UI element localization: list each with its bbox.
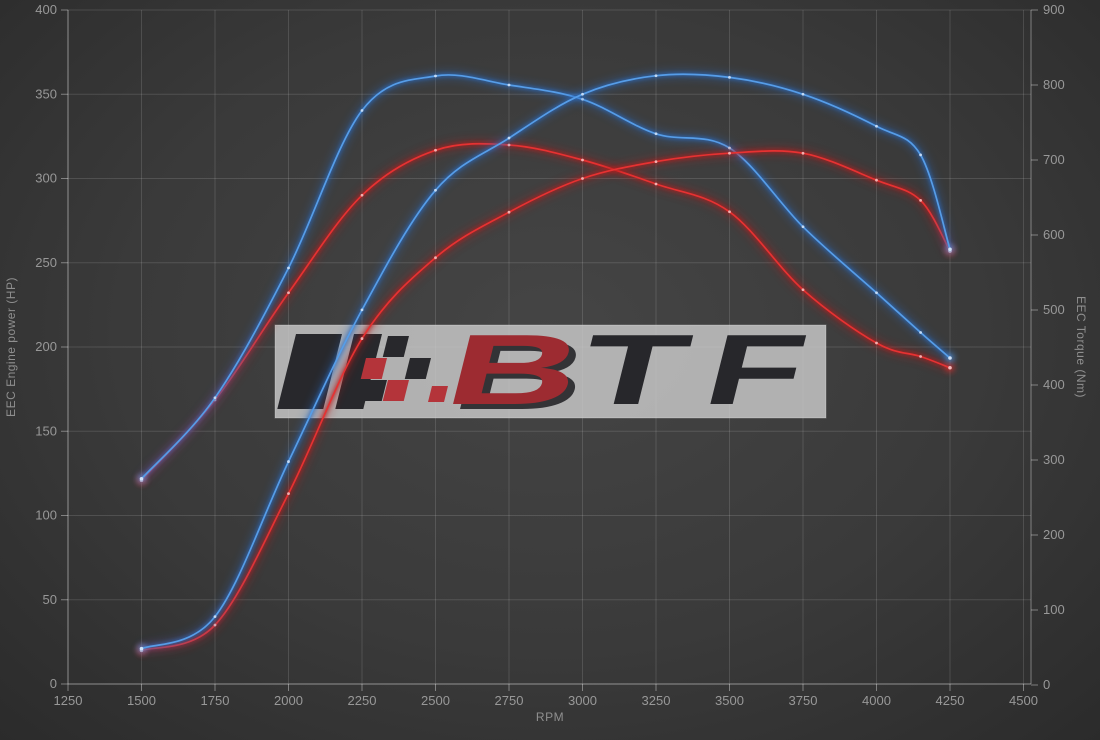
data-point-marker (919, 355, 922, 358)
x-tick-label: 1250 (54, 693, 83, 708)
left-tick-label: 350 (35, 86, 57, 101)
data-point-marker (507, 143, 511, 147)
right-tick-label: 0 (1043, 677, 1050, 692)
x-tick-label: 3000 (568, 693, 597, 708)
data-point-marker (654, 74, 658, 78)
watermark-shape (335, 334, 382, 409)
right-tick-label: 100 (1043, 602, 1065, 617)
data-point-marker (728, 76, 731, 79)
data-point-marker (919, 331, 922, 334)
data-point-marker (434, 188, 437, 192)
data-point-marker (434, 148, 437, 152)
x-tick-label: 3250 (642, 693, 671, 708)
data-point-marker (654, 160, 658, 164)
data-point-marker (728, 151, 731, 155)
x-tick-label: 4500 (1009, 693, 1038, 708)
left-tick-label: 0 (50, 676, 57, 691)
x-tick-label: 3750 (789, 693, 818, 708)
data-point-marker (654, 182, 658, 186)
right-tick-label: 600 (1043, 227, 1065, 242)
curve-endpoint (948, 247, 952, 252)
right-tick-label: 200 (1043, 527, 1065, 542)
dyno-curves (136, 69, 955, 656)
axis-lines (61, 9, 1038, 691)
data-point-marker (360, 193, 364, 197)
data-point-marker (801, 92, 805, 96)
left-tick-label: 100 (35, 508, 57, 523)
x-tick-label: 2250 (348, 693, 377, 708)
x-tick-label: 3500 (715, 693, 744, 708)
x-tick-label: 2000 (274, 693, 303, 708)
left-tick-label: 200 (35, 339, 57, 354)
x-tick-label: 1500 (127, 693, 156, 708)
x-tick-label: 4000 (862, 693, 891, 708)
data-point-marker (801, 288, 805, 292)
data-point-marker (287, 492, 290, 495)
x-tick-label: 1750 (201, 693, 230, 708)
watermark-shape (382, 336, 409, 357)
x-axis-title: RPM (536, 710, 564, 724)
data-point-marker (213, 396, 217, 400)
data-point-marker (287, 266, 290, 270)
data-point-marker (360, 109, 364, 112)
btf-watermark: B B T F (274, 314, 827, 431)
left-tick-label: 400 (35, 2, 57, 17)
tuned-torque-nm-curve (136, 70, 955, 484)
right-tick-label: 700 (1043, 152, 1065, 167)
left-tick-label: 150 (35, 423, 57, 438)
data-point-marker (581, 158, 584, 162)
data-point-marker (728, 210, 731, 214)
left-axis-title: EEC Engine power (HP) (4, 277, 18, 417)
data-point-marker (875, 341, 878, 345)
x-tick-label: 2500 (421, 693, 450, 708)
data-point-marker (287, 460, 290, 463)
data-point-marker (287, 291, 290, 295)
tuned-power-hp-curve (136, 69, 955, 654)
x-tick-label: 4250 (936, 693, 965, 708)
curve-endpoint (948, 356, 952, 360)
data-point-marker (875, 124, 878, 128)
right-tick-label: 300 (1043, 452, 1065, 467)
data-point-marker (801, 151, 805, 155)
watermark-shape (360, 380, 387, 401)
x-tick-label: 2750 (495, 693, 524, 708)
watermark-letter-b: B (436, 314, 594, 426)
original-torque-nm-curve (136, 139, 955, 486)
watermark-shape (382, 380, 409, 401)
right-axis-title: EEC Torque (Nm) (1074, 296, 1088, 398)
left-tick-label: 50 (43, 592, 57, 607)
data-point-marker (507, 83, 511, 87)
watermark-shape (360, 358, 387, 379)
data-point-marker (581, 92, 584, 96)
data-point-marker (507, 136, 511, 140)
right-tick-label: 500 (1043, 302, 1065, 317)
data-point-marker (434, 74, 437, 78)
data-point-marker (919, 199, 922, 202)
tick-labels: 0501001502002503003504000100200300400500… (35, 2, 1064, 708)
right-tick-label: 800 (1043, 77, 1065, 92)
data-point-marker (213, 615, 217, 618)
curve-endpoint (139, 476, 144, 481)
data-point-marker (875, 178, 878, 182)
data-point-marker (360, 337, 364, 340)
data-point-marker (654, 132, 658, 136)
data-point-marker (801, 225, 805, 229)
right-tick-label: 900 (1043, 2, 1065, 17)
curve-endpoint (948, 365, 952, 370)
data-point-marker (434, 256, 437, 260)
right-tick-label: 400 (1043, 377, 1065, 392)
curve-endpoint (139, 646, 144, 651)
left-tick-label: 300 (35, 171, 57, 186)
data-point-marker (360, 308, 364, 312)
data-point-marker (581, 177, 584, 180)
left-tick-label: 250 (35, 255, 57, 270)
data-point-marker (919, 153, 922, 157)
watermark-shape (404, 358, 431, 379)
data-point-marker (875, 291, 878, 295)
data-point-marker (507, 210, 511, 214)
watermark-letter-b-shadow: B (443, 319, 601, 431)
watermark-shape (428, 386, 448, 402)
